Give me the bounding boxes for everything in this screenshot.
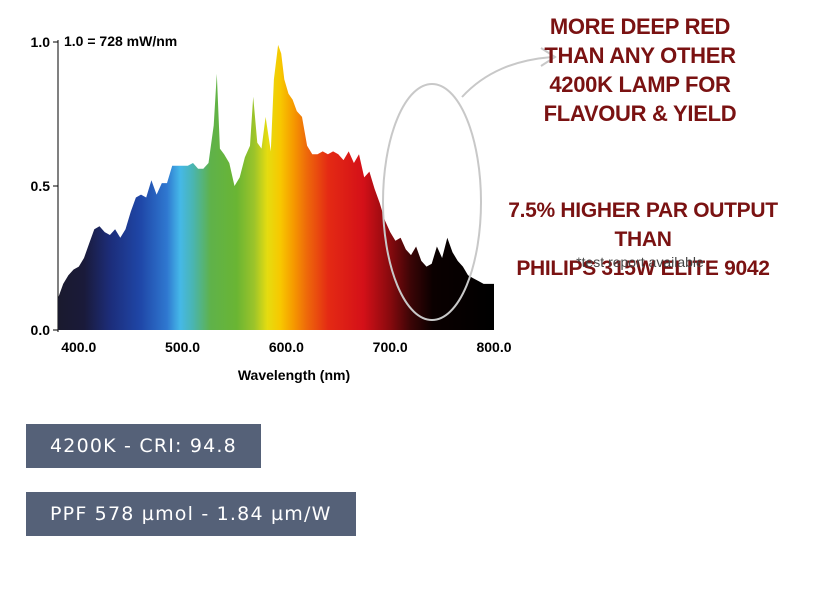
cct-cri-badge: 4200K - CRI: 94.8: [26, 424, 261, 468]
ppf-badge: PPF 578 µmol - 1.84 µm/W: [26, 492, 356, 536]
spectrum-area: [58, 44, 494, 331]
deep-red-highlight-ellipse: [382, 83, 482, 321]
deep-red-annotation: MORE DEEP RED THAN ANY OTHER 4200K LAMP …: [540, 12, 740, 128]
y-tick-label: 0.0: [31, 322, 51, 338]
par-output-annotation: 7.5% HIGHER PAR OUTPUT THAN PHILIPS 315W…: [488, 196, 798, 283]
test-report-note: *test report available: [576, 254, 704, 270]
x-tick-label: 700.0: [373, 339, 408, 355]
deep-red-line-4: FLAVOUR & YIELD: [543, 101, 737, 126]
spectrum-area-group: [58, 44, 494, 331]
deep-red-line-2: THAN ANY OTHER: [544, 43, 736, 68]
unit-note-label: 1.0 = 728 mW/nm: [64, 33, 177, 49]
x-tick-label: 500.0: [165, 339, 200, 355]
deep-red-line-3: 4200K LAMP FOR: [549, 72, 731, 97]
x-axis-title: Wavelength (nm): [238, 367, 350, 383]
deep-red-line-1: MORE DEEP RED: [549, 14, 731, 39]
highlight-ellipse-group: [382, 47, 557, 321]
x-tick-label: 800.0: [476, 339, 511, 355]
x-tick-label: 400.0: [61, 339, 96, 355]
y-tick-label: 1.0: [31, 34, 51, 50]
tick-group: 400.0 500.0 600.0 700.0 800.0 0.0 0.5 1.0: [31, 34, 512, 355]
callout-arrow: [461, 56, 553, 98]
x-tick-label: 600.0: [269, 339, 304, 355]
par-line-2: PHILIPS 315W ELITE 9042: [516, 257, 770, 280]
callout-arrowhead: [540, 47, 557, 67]
y-tick-label: 0.5: [31, 178, 51, 194]
par-line-1: 7.5% HIGHER PAR OUTPUT THAN: [508, 199, 778, 251]
